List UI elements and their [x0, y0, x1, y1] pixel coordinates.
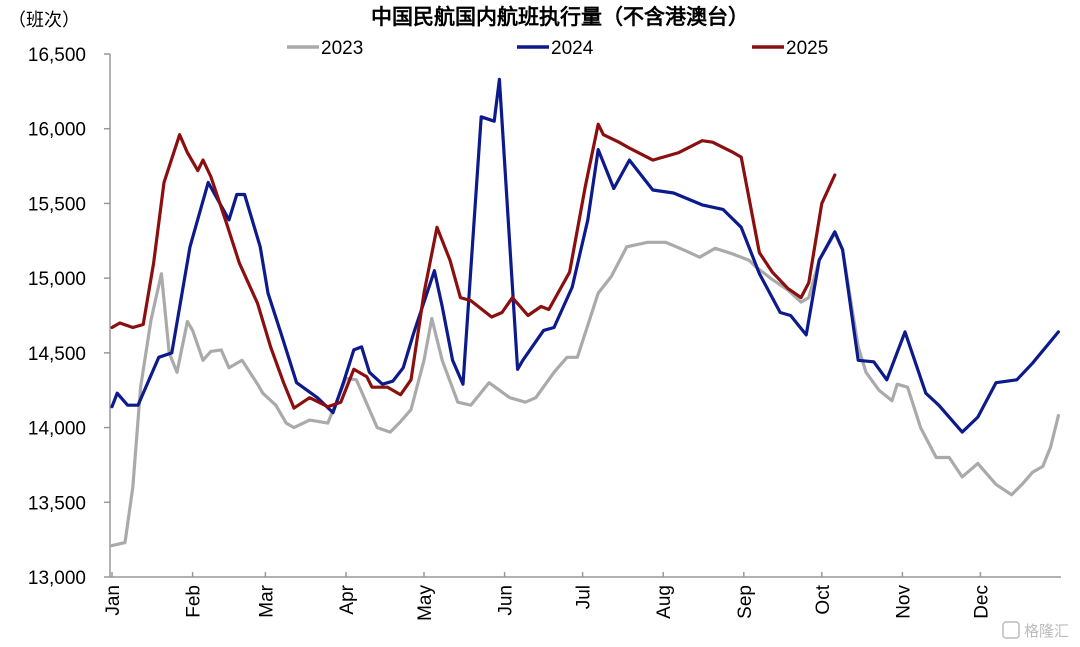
- legend-label: 2024: [551, 38, 594, 59]
- x-tick-label: Feb: [184, 585, 205, 618]
- x-tick-label: May: [415, 585, 436, 621]
- y-tick-label: 15,000: [28, 269, 86, 290]
- x-tick-label: Mar: [256, 584, 277, 617]
- x-tick-label: Jan: [103, 585, 124, 616]
- x-tick-label: Apr: [337, 584, 358, 614]
- y-tick-label: 14,500: [28, 344, 86, 365]
- series-line-2023: [110, 231, 1060, 548]
- watermark-logo-icon: [1002, 621, 1020, 639]
- watermark-text: 格隆汇: [1024, 622, 1069, 640]
- y-tick-label: 16,000: [28, 120, 86, 141]
- legend-label: 2025: [786, 38, 828, 59]
- series-lines: [110, 77, 1060, 548]
- x-tick-label: Aug: [654, 585, 675, 619]
- watermark: 格隆汇: [1002, 621, 1069, 640]
- series-line-2024: [110, 77, 1060, 434]
- y-tick-label: 16,500: [28, 45, 86, 66]
- y-tick-label: 15,500: [28, 194, 86, 215]
- x-tick-label: Jul: [574, 585, 595, 609]
- axes: 13,000 13,500 14,000 14,500 15,000 15,500 16,0…: [28, 45, 1061, 621]
- y-tick-label: 13,000: [28, 568, 86, 589]
- y-tick-label: 13,500: [28, 493, 86, 514]
- y-tick-label: 14,000: [28, 419, 86, 440]
- x-tick-label: Oct: [813, 584, 834, 614]
- legend-label: 2023: [321, 38, 363, 59]
- chart-title: 中国民航国内航班执行量（不含港澳台）: [371, 5, 749, 29]
- x-tick-label: Jun: [496, 585, 517, 616]
- series-line-2025: [110, 122, 837, 410]
- x-tick-label: Sep: [735, 585, 756, 619]
- x-tick-label: Dec: [971, 585, 992, 619]
- x-tick-label: Nov: [893, 585, 914, 619]
- y-axis-unit: （班次）: [8, 10, 80, 31]
- legend: 2023 2024 2025: [287, 38, 828, 59]
